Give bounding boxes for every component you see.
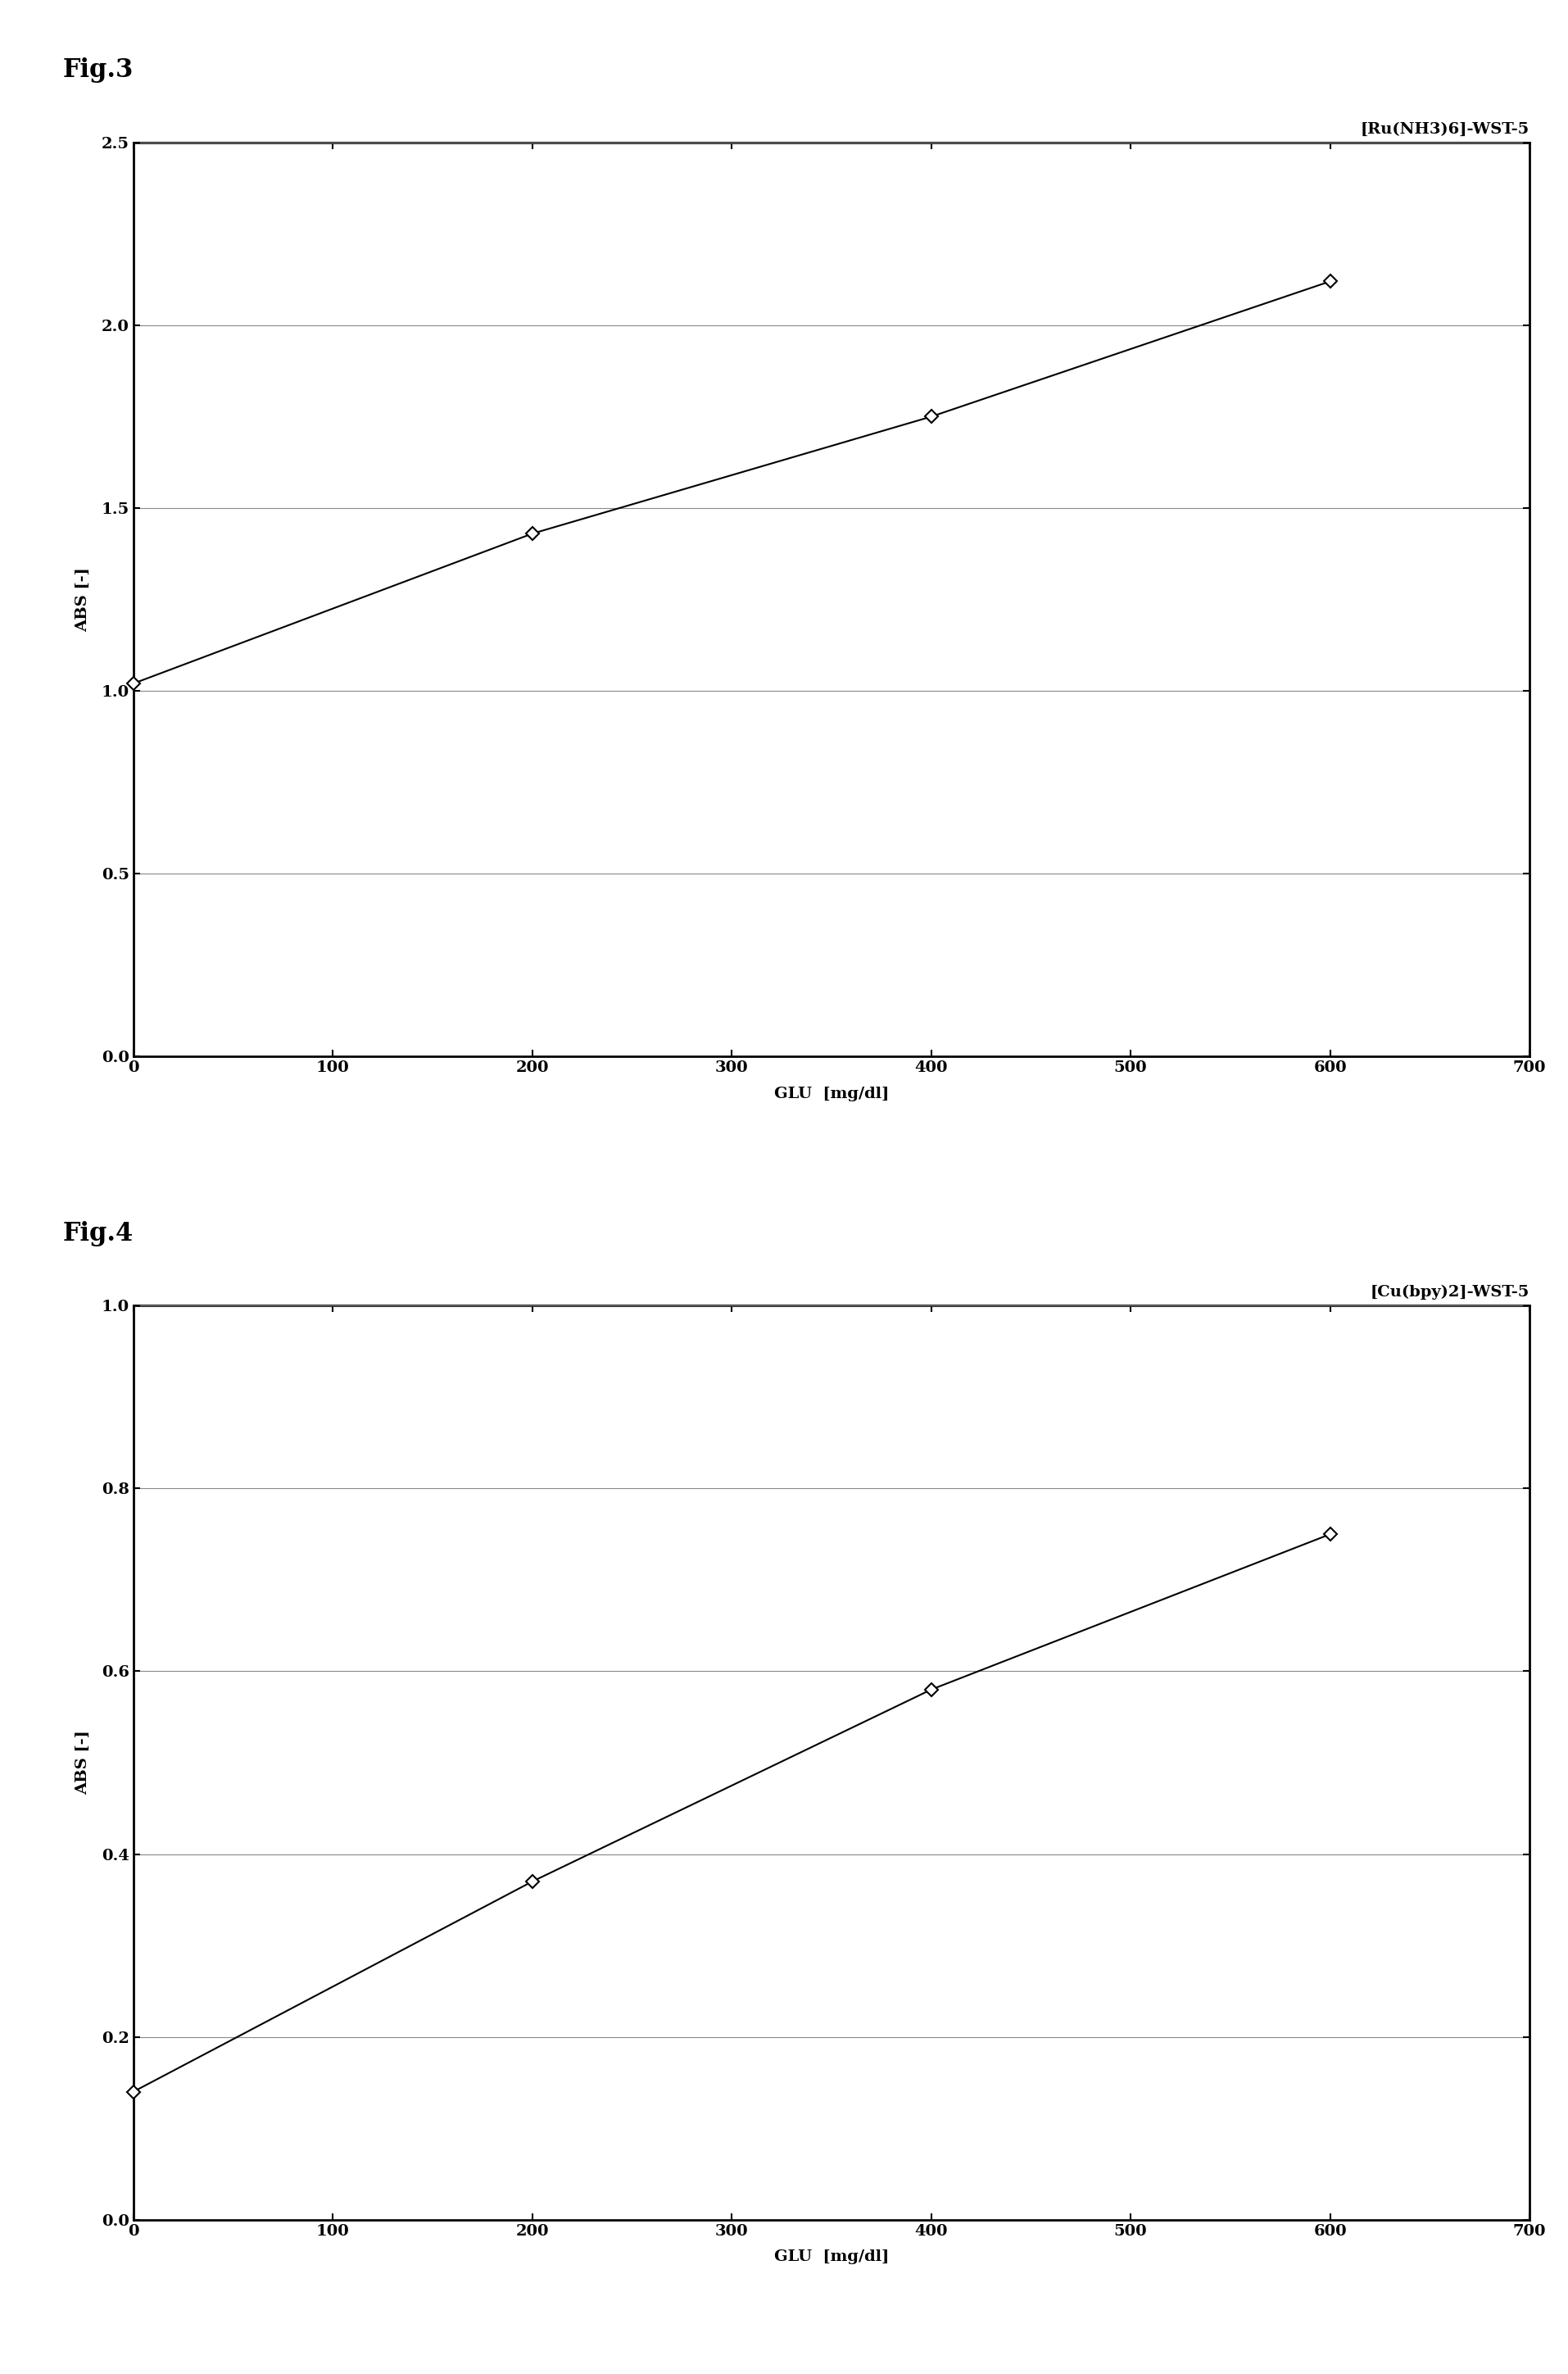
Text: [Ru(NH3)6]-WST-5: [Ru(NH3)6]-WST-5: [1359, 121, 1529, 138]
Text: Fig.3: Fig.3: [63, 57, 133, 83]
Text: [Cu(bpy)2]-WST-5: [Cu(bpy)2]-WST-5: [1369, 1284, 1529, 1301]
X-axis label: GLU  [mg/dl]: GLU [mg/dl]: [773, 1087, 889, 1102]
Text: Fig.4: Fig.4: [63, 1220, 133, 1246]
Y-axis label: ABS [-]: ABS [-]: [75, 567, 89, 631]
Y-axis label: ABS [-]: ABS [-]: [75, 1731, 89, 1795]
X-axis label: GLU  [mg/dl]: GLU [mg/dl]: [773, 2251, 889, 2265]
